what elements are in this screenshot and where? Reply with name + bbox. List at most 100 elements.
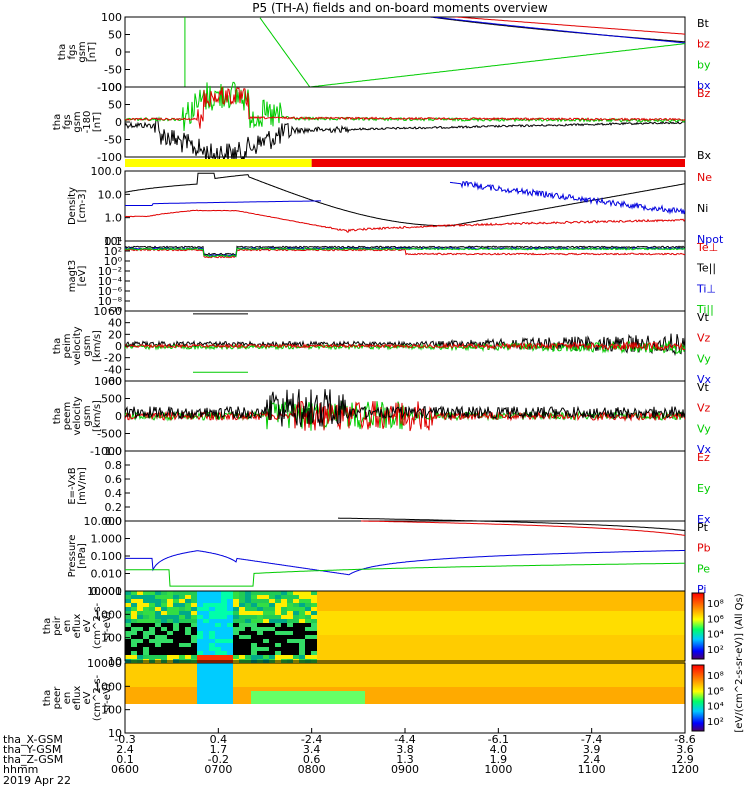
heatmap-cell — [527, 651, 534, 656]
heatmap-cell — [551, 723, 558, 728]
y-axis-label-line: tha — [52, 114, 63, 130]
heatmap-cell — [647, 715, 654, 720]
heatmap-cell — [161, 643, 168, 648]
heatmap-cell — [581, 727, 588, 732]
heatmap-cell — [575, 675, 582, 680]
heatmap-cell — [377, 631, 384, 636]
heatmap-cell — [461, 599, 468, 604]
heatmap-cell — [665, 671, 672, 676]
heatmap-cell — [347, 631, 354, 636]
heatmap-cell — [425, 603, 432, 608]
heatmap-cell — [341, 619, 348, 624]
heatmap-cell — [587, 619, 594, 624]
heatmap-cell — [557, 667, 564, 672]
heatmap-cell — [377, 715, 384, 720]
heatmap-cell — [143, 667, 150, 672]
heatmap-cell — [365, 647, 372, 652]
heatmap-cell — [521, 655, 528, 660]
heatmap-cell — [473, 699, 480, 704]
heatmap-cell — [617, 603, 624, 608]
heatmap-cell — [521, 719, 528, 724]
heatmap-cell — [299, 683, 306, 688]
heatmap-cell — [521, 627, 528, 632]
heatmap-cell — [533, 599, 540, 604]
heatmap-cell — [221, 615, 228, 620]
heatmap-cell — [443, 623, 450, 628]
heatmap-cell — [611, 595, 618, 600]
x-gsm-value: 0.4 — [210, 733, 228, 746]
heatmap-cell — [311, 631, 318, 636]
heatmap-cell — [203, 667, 210, 672]
heatmap-cell — [371, 687, 378, 692]
heatmap-cell — [587, 635, 594, 640]
heatmap-cell — [275, 623, 282, 628]
heatmap-cell — [569, 635, 576, 640]
heatmap-cell — [599, 711, 606, 716]
heatmap-cell — [497, 695, 504, 700]
heatmap-cell — [197, 635, 204, 640]
heatmap-cell — [359, 699, 366, 704]
heatmap-cell — [125, 703, 132, 704]
heatmap-cell — [149, 643, 156, 648]
heatmap-cell — [581, 643, 588, 648]
heatmap-cell — [125, 727, 132, 732]
panel-frame — [124, 520, 686, 592]
heatmap-cell — [473, 675, 480, 680]
y-tick-label: 10⁻² — [98, 265, 122, 278]
heatmap-cell — [281, 723, 288, 728]
heatmap-cell — [653, 703, 660, 704]
heatmap-cell — [509, 679, 516, 684]
heatmap-cell — [449, 715, 456, 720]
heatmap-cell — [389, 711, 396, 716]
heatmap-cell — [587, 727, 594, 732]
heatmap-cell — [485, 631, 492, 636]
heatmap-cell — [653, 599, 660, 604]
heatmap-cell — [641, 675, 648, 680]
heatmap-cell — [647, 623, 654, 628]
heatmap-cell — [581, 651, 588, 656]
heatmap-cell — [131, 615, 138, 620]
heatmap-cell — [287, 671, 294, 676]
heatmap-cell — [197, 603, 204, 608]
heatmap-cell — [137, 695, 144, 700]
heatmap-cell — [383, 607, 390, 612]
heatmap-cell — [599, 719, 606, 724]
heatmap-cell — [545, 655, 552, 660]
heatmap-cell — [245, 607, 252, 612]
heatmap-cell — [455, 615, 462, 620]
heatmap-cell — [677, 599, 684, 604]
heatmap-cell — [347, 643, 354, 648]
heatmap-cell — [581, 667, 588, 672]
heatmap-cell — [617, 643, 624, 648]
heatmap-cell — [629, 651, 636, 656]
heatmap-cell — [275, 651, 282, 656]
heatmap-cell — [599, 607, 606, 612]
heatmap-cell — [611, 727, 618, 732]
heatmap-cell — [353, 635, 360, 640]
heatmap-cell — [347, 655, 354, 660]
heatmap-cell — [371, 595, 378, 600]
heatmap-cell — [167, 623, 174, 628]
heatmap-cell — [539, 623, 546, 628]
heatmap-cell — [137, 623, 144, 628]
heatmap-cell — [287, 611, 294, 616]
heatmap-cell — [647, 615, 654, 620]
heatmap-cell — [599, 707, 606, 712]
x-row-label: tha_X-GSM — [3, 733, 63, 746]
heatmap-cell — [611, 699, 618, 704]
heatmap-cell — [557, 651, 564, 656]
heatmap-cell — [269, 595, 276, 600]
heatmap-cell — [341, 631, 348, 636]
heatmap-cell — [467, 695, 474, 700]
heatmap-cell — [593, 663, 600, 668]
heatmap-cell — [221, 703, 228, 704]
heatmap-cell — [263, 683, 270, 688]
heatmap-cell — [665, 691, 672, 696]
heatmap-cell — [401, 615, 408, 620]
heatmap-cell — [239, 715, 246, 720]
heatmap-cell — [239, 707, 246, 712]
heatmap-cell — [557, 603, 564, 608]
heatmap-cell — [155, 667, 162, 672]
heatmap-cell — [455, 691, 462, 696]
